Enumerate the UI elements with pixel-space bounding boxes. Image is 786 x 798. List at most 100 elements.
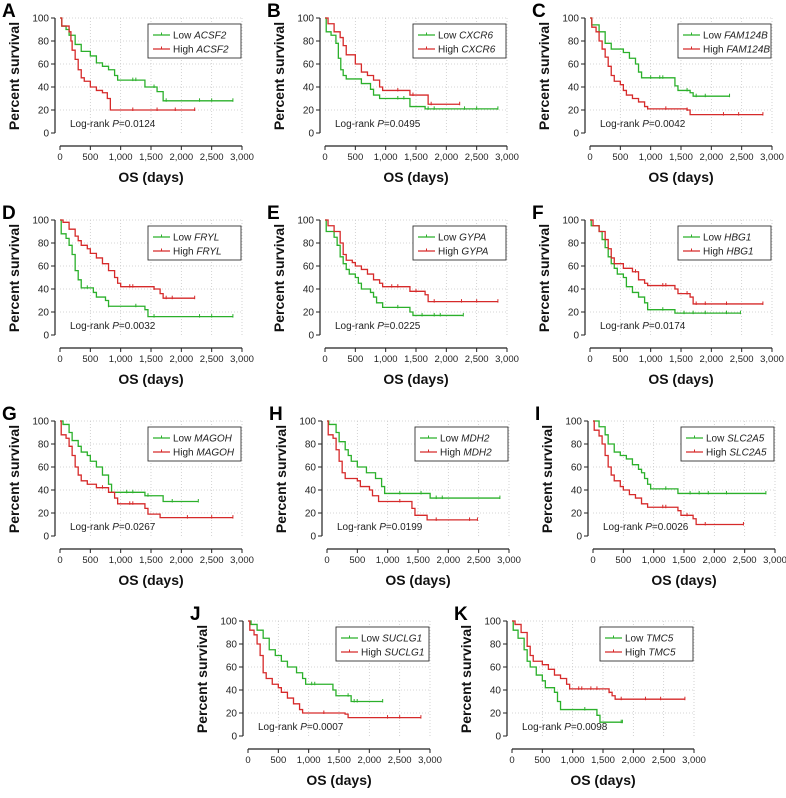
legend-label-low: Low TMC5 xyxy=(625,634,674,645)
logrank-pvalue: Log-rank P=0.0007 xyxy=(258,722,344,733)
legend-gene: GYPA xyxy=(461,247,488,258)
logrank-pvalue: Log-rank P=0.0124 xyxy=(70,119,156,130)
y-tick-label: 20 xyxy=(38,308,50,319)
panel-e: E 0 20 40 60 80 100 0 500 1,000 1,500 2,000 2,500 3,0… xyxy=(265,202,527,397)
x-tick-label: 0 xyxy=(322,152,327,163)
y-axis-title: Percent survival xyxy=(6,224,22,332)
legend-prefix: High xyxy=(625,648,648,659)
y-tick-label: 20 xyxy=(305,509,317,520)
y-tick-label: 100 xyxy=(297,14,314,25)
y-tick-label: 100 xyxy=(562,216,579,227)
y-tick-label: 80 xyxy=(571,440,583,451)
pvalue-part: = xyxy=(652,522,658,533)
y-axis-title: Percent survival xyxy=(536,22,552,130)
legend-box xyxy=(147,426,242,462)
legend-gene: FAM124B xyxy=(726,45,770,56)
legend-box xyxy=(147,225,242,261)
x-tick-label: 1,000 xyxy=(639,152,663,163)
x-tick-label: 2,000 xyxy=(699,152,723,163)
y-tick-label: 20 xyxy=(226,709,238,720)
x-tick-label: 1,500 xyxy=(139,555,163,566)
y-tick-label: 80 xyxy=(490,640,502,651)
x-tick-label: 0 xyxy=(509,755,514,766)
pvalue-part: P xyxy=(645,522,652,533)
legend-prefix: High xyxy=(703,247,726,258)
pvalue-part: 0.0098 xyxy=(577,722,608,733)
x-axis-title: OS (days) xyxy=(118,371,183,387)
km-plot: E 0 20 40 60 80 100 0 500 1,000 1,500 2,000 2,500 3,0… xyxy=(267,203,519,387)
y-axis-title: Percent survival xyxy=(536,224,552,332)
logrank-pvalue: Log-rank P=0.0225 xyxy=(335,321,421,332)
legend-gene: CXCR6 xyxy=(461,45,495,56)
legend-prefix: Low xyxy=(703,233,724,244)
x-tick-label: 0 xyxy=(57,354,62,365)
survival-curve-high xyxy=(593,420,744,526)
x-tick-label: 2,000 xyxy=(169,555,193,566)
survival-curve-high xyxy=(60,17,195,111)
y-tick-label: 0 xyxy=(308,331,314,342)
survival-curve-high xyxy=(248,620,421,719)
legend-label-low: Low ACSF2 xyxy=(173,31,227,42)
pvalue-part: = xyxy=(649,321,655,332)
y-axis-title: Percent survival xyxy=(6,22,22,130)
y-tick-label: 100 xyxy=(32,417,49,428)
x-tick-label: 2,500 xyxy=(388,755,412,766)
pvalue-part: 0.0124 xyxy=(125,119,156,130)
y-tick-label: 100 xyxy=(484,617,501,628)
y-tick-label: 40 xyxy=(38,486,50,497)
legend-label-high: High HBG1 xyxy=(703,247,754,258)
legend-label-high: High MAGOH xyxy=(173,448,235,459)
legend-label-high: High SLC2A5 xyxy=(706,448,767,459)
x-tick-label: 1,000 xyxy=(109,555,133,566)
km-plot: I 0 20 40 60 80 100 0 500 1,000 1,500 2,000 2,500 3,0… xyxy=(535,404,786,588)
pvalue-part: Log-rank xyxy=(600,119,642,130)
x-tick-label: 2,000 xyxy=(434,354,458,365)
y-tick-label: 20 xyxy=(571,509,583,520)
y-tick-label: 60 xyxy=(38,60,50,71)
y-tick-label: 40 xyxy=(38,83,50,94)
km-plot: G 0 20 40 60 80 100 0 500 1,000 1,500 2,000 2,500 3,0… xyxy=(2,404,254,588)
legend-prefix: High xyxy=(703,45,726,56)
x-tick-label: 3,000 xyxy=(495,152,519,163)
y-tick-label: 80 xyxy=(303,37,315,48)
panel-b: B 0 20 40 60 80 100 0 500 1,000 1,500 2,000 2,500 3,0… xyxy=(265,0,527,195)
x-tick-label: 1,000 xyxy=(374,152,398,163)
panel-h: H 0 20 40 60 80 100 0 500 1,000 1,500 2,000 2,500 3,0… xyxy=(267,403,529,598)
y-tick-label: 60 xyxy=(568,262,580,273)
x-tick-label: 1,500 xyxy=(404,152,428,163)
x-tick-label: 1,000 xyxy=(561,755,585,766)
y-tick-label: 60 xyxy=(568,60,580,71)
x-tick-label: 3,000 xyxy=(230,152,254,163)
panel-letter: D xyxy=(2,203,16,224)
x-axis-title: OS (days) xyxy=(118,169,183,185)
x-axis-title: OS (days) xyxy=(306,772,371,788)
km-plot: A 0 20 40 60 80 100 0 500 1,000 1,500 2,000 2,500 3,0… xyxy=(2,1,254,185)
x-tick-label: 3,000 xyxy=(230,354,254,365)
y-tick-label: 80 xyxy=(568,239,580,250)
legend-label-high: High CXCR6 xyxy=(438,45,496,56)
legend-gene: GYPA xyxy=(459,233,486,244)
x-tick-label: 2,500 xyxy=(465,354,489,365)
x-tick-label: 2,000 xyxy=(357,755,381,766)
x-axis-title: OS (days) xyxy=(570,772,635,788)
logrank-pvalue: Log-rank P=0.0174 xyxy=(600,321,686,332)
logrank-pvalue: Log-rank P=0.0042 xyxy=(600,119,686,130)
legend-label-low: Low CXCR6 xyxy=(438,31,493,42)
pvalue-part: = xyxy=(384,119,390,130)
y-tick-label: 100 xyxy=(32,14,49,25)
y-tick-label: 20 xyxy=(303,308,315,319)
km-plot: F 0 20 40 60 80 100 0 500 1,000 1,500 2,000 2,500 3,0… xyxy=(532,203,784,387)
x-tick-label: 2,500 xyxy=(730,354,754,365)
x-tick-label: 2,500 xyxy=(733,555,757,566)
pvalue-part: = xyxy=(307,722,313,733)
legend-gene: MAGOH xyxy=(194,434,233,445)
x-tick-label: 1,000 xyxy=(642,555,666,566)
x-tick-label: 1,500 xyxy=(406,555,430,566)
logrank-pvalue: Log-rank P=0.0098 xyxy=(522,722,608,733)
